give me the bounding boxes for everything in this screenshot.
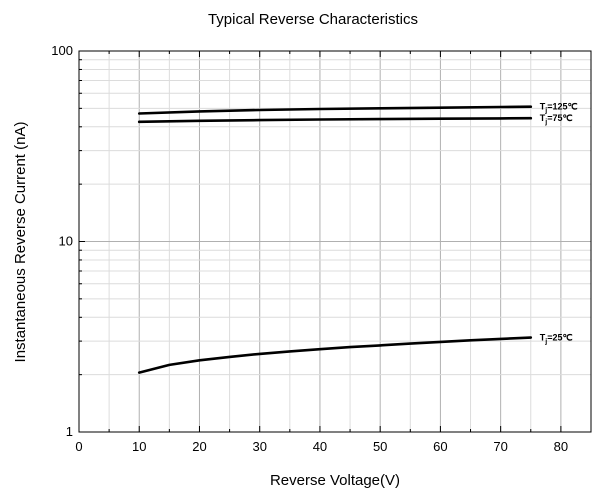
x-tick-label: 10 xyxy=(132,439,146,454)
y-tick-label: 1 xyxy=(66,424,73,439)
x-tick-label: 20 xyxy=(192,439,206,454)
y-axis-label: Instantaneous Reverse Current (nA) xyxy=(12,122,29,363)
x-tick-label: 30 xyxy=(252,439,266,454)
series-line xyxy=(137,336,533,374)
x-tick-label: 60 xyxy=(433,439,447,454)
x-tick-label: 0 xyxy=(75,439,82,454)
y-tick-label: 100 xyxy=(51,43,73,58)
series-label: Tj=25℃ xyxy=(540,333,573,346)
series-line xyxy=(137,105,533,115)
x-tick-label: 70 xyxy=(493,439,507,454)
tick-labels: 0 10 20 30 40 50 60 70 80 1 10 100 xyxy=(51,43,568,454)
series-lines xyxy=(137,105,533,374)
chart-title: Typical Reverse Characteristics xyxy=(208,11,418,28)
x-tick-label: 50 xyxy=(373,439,387,454)
series-labels: Tj=125℃Tj=75℃ Tj=25℃ xyxy=(540,102,578,346)
y-tick-label: 10 xyxy=(59,234,73,249)
series-line xyxy=(137,116,533,124)
x-tick-label: 40 xyxy=(313,439,327,454)
grid xyxy=(79,51,591,432)
series-label: Tj=75℃ xyxy=(540,113,573,126)
series-label: Tj=125℃ xyxy=(540,102,578,115)
x-axis-label: Reverse Voltage(V) xyxy=(270,472,400,489)
x-tick-label: 80 xyxy=(554,439,568,454)
axis-ticks xyxy=(78,50,562,433)
